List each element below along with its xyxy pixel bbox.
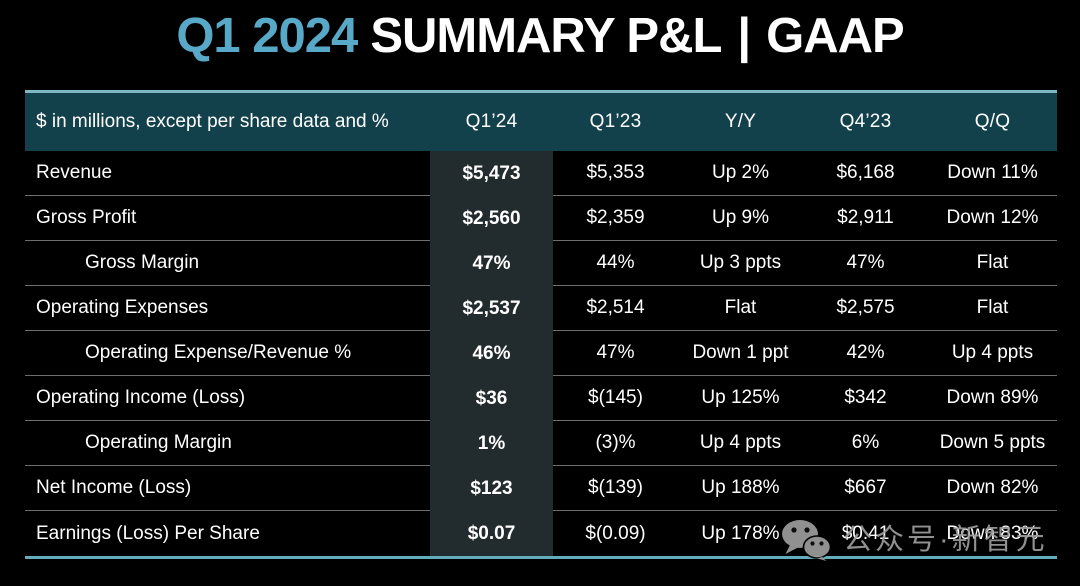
row-label: Gross Profit	[25, 196, 430, 241]
table-row: Operating Income (Loss) $36 $(145) Up 125% $…	[25, 376, 1057, 421]
value-cell: $2,514	[553, 286, 678, 331]
value-cell: 47%	[803, 241, 928, 286]
table-row: Earnings (Loss) Per Share $0.07 $(0.09) Up …	[25, 511, 1057, 556]
pnl-summary-table: $ in millions, except per share data and…	[25, 90, 1057, 559]
table-header-row: $ in millions, except per share data and…	[25, 90, 1057, 151]
page-title: Q1 2024 SUMMARY P&L | GAAP	[0, 12, 1080, 61]
value-cell: $2,359	[553, 196, 678, 241]
row-label: Net Income (Loss)	[25, 466, 430, 511]
wechat-icon	[782, 520, 831, 561]
watermark: 公众号·新智元	[781, 519, 1048, 561]
value-cell-q124-highlight: $36	[430, 376, 553, 421]
value-cell: Up 188%	[678, 466, 803, 511]
table-row: Revenue $5,473 $5,353 Up 2% $6,168 Down 11%	[25, 151, 1057, 196]
value-cell: Down 89%	[928, 376, 1057, 421]
column-header-q123: Q1’23	[589, 111, 642, 132]
value-cell: 6%	[803, 421, 928, 466]
value-cell: Down 83%	[946, 522, 1039, 544]
value-cell: $342	[803, 376, 928, 421]
value-cell-q124-highlight: $2,560	[430, 196, 553, 241]
value-cell: $(0.09)	[585, 522, 646, 544]
value-cell-q124-highlight: 47%	[430, 241, 553, 286]
title-divider: |	[737, 9, 751, 63]
value-cell: 47%	[553, 331, 678, 376]
table-body: Revenue $5,473 $5,353 Up 2% $6,168 Down 11% Gr…	[25, 151, 1057, 559]
value-cell-q124-highlight: $0.07	[430, 511, 553, 556]
row-label: Earnings (Loss) Per Share	[36, 522, 260, 544]
value-cell: $2,575	[803, 286, 928, 331]
title-quarter: Q1 2024	[176, 9, 358, 63]
value-cell: 42%	[803, 331, 928, 376]
value-cell: $5,353	[553, 151, 678, 196]
value-cell: $0.41	[841, 522, 890, 544]
table-row: Gross Margin 47% 44% Up 3 ppts 47% Flat	[25, 241, 1057, 286]
value-cell-q124-highlight: 46%	[430, 331, 553, 376]
value-cell-q124-highlight: $2,537	[430, 286, 553, 331]
value-cell: Up 9%	[678, 196, 803, 241]
value-cell: $(139)	[553, 466, 678, 511]
value-cell-q124-highlight: 1%	[430, 421, 553, 466]
value-cell: Up 3 ppts	[678, 241, 803, 286]
value-cell-q124-highlight: $123	[430, 466, 553, 511]
value-cell: Down 1 ppt	[678, 331, 803, 376]
value-cell: Up 178%	[701, 522, 780, 544]
value-cell: 44%	[553, 241, 678, 286]
column-header-q423: Q4’23	[839, 111, 892, 132]
row-label: Operating Margin	[25, 421, 430, 466]
row-label: Operating Expense/Revenue %	[25, 331, 430, 376]
value-cell: Up 4 ppts	[678, 421, 803, 466]
column-header-note: $ in millions, except per share data and…	[36, 111, 389, 132]
column-header-q124: Q1’24	[465, 111, 518, 132]
value-cell: $667	[803, 466, 928, 511]
value-cell: $6,168	[803, 151, 928, 196]
value-cell: Down 11%	[928, 151, 1057, 196]
row-label: Operating Expenses	[25, 286, 430, 331]
row-label: Revenue	[25, 151, 430, 196]
value-cell: Down 12%	[928, 196, 1057, 241]
table-row: Operating Expenses $2,537 $2,514 Flat $2,575…	[25, 286, 1057, 331]
value-cell: Up 2%	[678, 151, 803, 196]
value-cell: Flat	[928, 241, 1057, 286]
table-row: Operating Expense/Revenue % 46% 47% Down 1 …	[25, 331, 1057, 376]
table-row: Gross Profit $2,560 $2,359 Up 9% $2,911 Down …	[25, 196, 1057, 241]
value-cell: $2,911	[803, 196, 928, 241]
value-cell: Flat	[928, 286, 1057, 331]
watermark-text: 公众号·新智元	[843, 523, 1048, 556]
value-cell: $(145)	[553, 376, 678, 421]
value-cell: Up 125%	[678, 376, 803, 421]
column-header-yy: Y/Y	[724, 111, 757, 132]
column-header-qq: Q/Q	[974, 111, 1011, 132]
value-cell: Flat	[678, 286, 803, 331]
value-cell-q124-highlight: $5,473	[430, 151, 553, 196]
row-label: Gross Margin	[25, 241, 430, 286]
title-suffix: GAAP	[766, 9, 905, 63]
value-cell: Down 82%	[928, 466, 1057, 511]
value-cell: (3)%	[553, 421, 678, 466]
value-cell: Down 5 ppts	[928, 421, 1057, 466]
row-label: Operating Income (Loss)	[25, 376, 430, 421]
table-row: Operating Margin 1% (3)% Up 4 ppts 6% Down 5 …	[25, 421, 1057, 466]
title-main: SUMMARY P&L	[370, 9, 722, 63]
value-cell: Up 4 ppts	[928, 331, 1057, 376]
table-row: Net Income (Loss) $123 $(139) Up 188% $667 Do…	[25, 466, 1057, 511]
